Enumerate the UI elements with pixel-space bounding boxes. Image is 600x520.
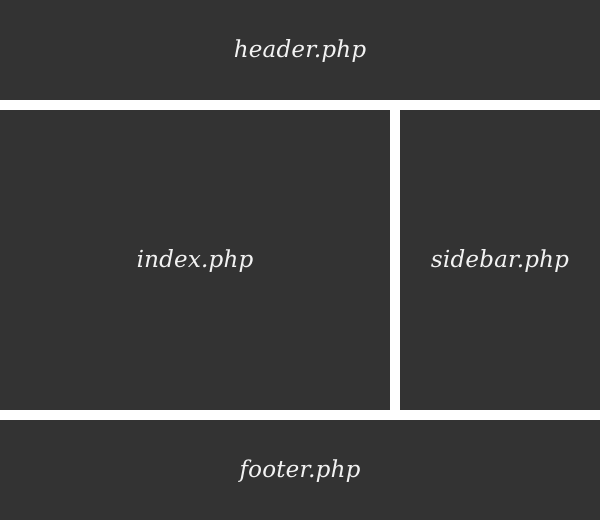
sidebar-block: sidebar.php	[400, 110, 600, 410]
sidebar-label: sidebar.php	[430, 247, 570, 273]
main-content-block: index.php	[0, 110, 390, 410]
footer-block: footer.php	[0, 420, 600, 520]
footer-label: footer.php	[239, 457, 361, 483]
main-content-label: index.php	[136, 247, 254, 273]
header-label: header.php	[233, 37, 367, 63]
header-block: header.php	[0, 0, 600, 100]
